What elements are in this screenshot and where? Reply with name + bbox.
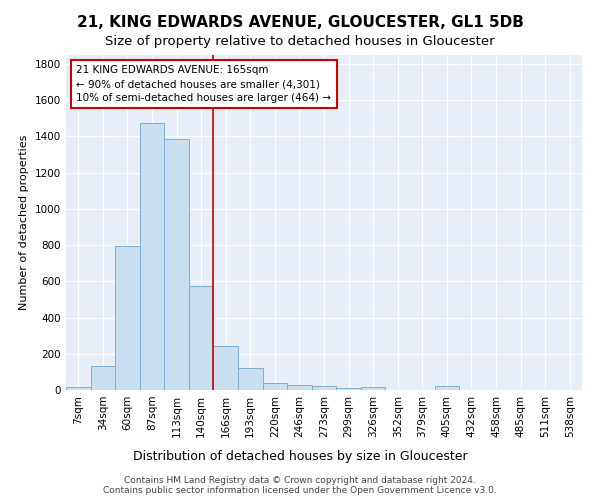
Bar <box>263 383 287 390</box>
Bar <box>66 388 91 390</box>
Bar <box>164 139 189 390</box>
Y-axis label: Number of detached properties: Number of detached properties <box>19 135 29 310</box>
Bar <box>189 286 214 390</box>
Bar <box>361 386 385 390</box>
Bar <box>336 388 361 390</box>
Text: 21, KING EDWARDS AVENUE, GLOUCESTER, GL1 5DB: 21, KING EDWARDS AVENUE, GLOUCESTER, GL1… <box>77 15 523 30</box>
Bar <box>434 386 459 390</box>
Text: Distribution of detached houses by size in Gloucester: Distribution of detached houses by size … <box>133 450 467 463</box>
Text: Contains HM Land Registry data © Crown copyright and database right 2024.
Contai: Contains HM Land Registry data © Crown c… <box>103 476 497 495</box>
Text: Size of property relative to detached houses in Gloucester: Size of property relative to detached ho… <box>105 35 495 48</box>
Bar <box>91 366 115 390</box>
Bar <box>312 386 336 390</box>
Text: 21 KING EDWARDS AVENUE: 165sqm
← 90% of detached houses are smaller (4,301)
10% : 21 KING EDWARDS AVENUE: 165sqm ← 90% of … <box>76 65 331 103</box>
Bar <box>140 123 164 390</box>
Bar <box>115 246 140 390</box>
Bar <box>214 346 238 390</box>
Bar <box>238 368 263 390</box>
Bar <box>287 385 312 390</box>
